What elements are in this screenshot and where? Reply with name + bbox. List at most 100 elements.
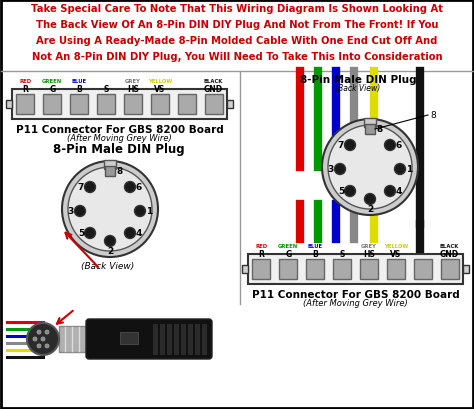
Circle shape xyxy=(135,206,146,217)
Text: YELLOW: YELLOW xyxy=(148,79,172,84)
Text: BLACK: BLACK xyxy=(440,243,459,248)
Text: R: R xyxy=(22,85,28,94)
Text: YELLOW: YELLOW xyxy=(384,243,408,248)
Bar xyxy=(188,324,192,354)
Bar xyxy=(105,166,115,177)
Text: 3: 3 xyxy=(328,165,334,174)
Circle shape xyxy=(84,182,95,193)
Text: GREY: GREY xyxy=(361,243,377,248)
Text: 6: 6 xyxy=(136,183,142,192)
Bar xyxy=(178,95,196,115)
Text: 7: 7 xyxy=(338,141,344,150)
Text: BLUE: BLUE xyxy=(308,243,323,248)
Bar xyxy=(124,95,142,115)
Text: P11 Connector For GBS 8200 Board: P11 Connector For GBS 8200 Board xyxy=(252,289,459,299)
Bar xyxy=(279,259,297,279)
Text: Are Using A Ready-Made 8-Pin Molded Cable With One End Cut Off And: Are Using A Ready-Made 8-Pin Molded Cabl… xyxy=(36,36,438,46)
Text: B: B xyxy=(312,249,318,258)
Text: 4: 4 xyxy=(396,187,402,196)
Circle shape xyxy=(37,330,41,334)
Bar xyxy=(174,324,178,354)
Bar xyxy=(160,324,164,354)
Text: GREEN: GREEN xyxy=(278,243,299,248)
Bar xyxy=(242,265,248,273)
Bar xyxy=(360,259,378,279)
Bar xyxy=(333,259,351,279)
Text: VS: VS xyxy=(154,85,165,94)
Bar xyxy=(364,119,376,128)
Circle shape xyxy=(27,323,59,355)
Bar xyxy=(365,125,375,135)
FancyBboxPatch shape xyxy=(86,319,212,359)
Circle shape xyxy=(33,337,37,341)
Text: 2: 2 xyxy=(367,205,373,214)
Text: 8-Pin Male DIN Plug: 8-Pin Male DIN Plug xyxy=(53,143,185,155)
Text: 5: 5 xyxy=(78,229,84,238)
Text: (After Moving Grey Wire): (After Moving Grey Wire) xyxy=(67,134,172,143)
Text: GND: GND xyxy=(204,85,223,94)
Text: 7: 7 xyxy=(78,183,84,192)
Text: HS: HS xyxy=(127,85,139,94)
Text: 1: 1 xyxy=(406,165,412,174)
Bar xyxy=(463,265,469,273)
Bar xyxy=(205,95,223,115)
Circle shape xyxy=(125,228,136,239)
Bar xyxy=(248,254,463,284)
Text: GND: GND xyxy=(440,249,459,258)
Bar xyxy=(306,259,324,279)
Circle shape xyxy=(384,140,395,151)
Text: P11 Connector For GBS 8200 Board: P11 Connector For GBS 8200 Board xyxy=(16,125,223,135)
Text: RED: RED xyxy=(19,79,31,84)
Bar xyxy=(17,95,35,115)
Bar xyxy=(104,161,116,170)
Circle shape xyxy=(394,164,405,175)
Text: VS: VS xyxy=(390,249,401,258)
Circle shape xyxy=(84,228,95,239)
Bar xyxy=(43,95,61,115)
Text: 3: 3 xyxy=(68,207,74,216)
Bar xyxy=(202,324,206,354)
Bar xyxy=(97,95,115,115)
Text: BLUE: BLUE xyxy=(72,79,87,84)
Text: HS: HS xyxy=(363,249,375,258)
Text: G: G xyxy=(49,85,55,94)
Circle shape xyxy=(74,206,85,217)
Circle shape xyxy=(62,162,158,257)
Text: (Back View): (Back View) xyxy=(82,261,135,270)
Circle shape xyxy=(45,344,49,348)
Circle shape xyxy=(68,168,152,252)
Text: G: G xyxy=(285,249,292,258)
Bar xyxy=(12,90,227,120)
Circle shape xyxy=(335,164,346,175)
Text: S: S xyxy=(103,85,109,94)
Text: The Back View Of An 8-Pin DIN DIY Plug And Not From The Front! If You: The Back View Of An 8-Pin DIN DIY Plug A… xyxy=(36,20,438,30)
Text: (After Moving Grey Wire): (After Moving Grey Wire) xyxy=(303,298,408,307)
Circle shape xyxy=(365,194,375,205)
Text: 8-Pin Male DIN Plug: 8-Pin Male DIN Plug xyxy=(300,75,416,85)
Bar xyxy=(151,95,169,115)
Circle shape xyxy=(345,186,356,197)
Bar xyxy=(6,101,12,109)
Text: S: S xyxy=(339,249,345,258)
Bar xyxy=(387,259,405,279)
Text: 2: 2 xyxy=(107,247,113,256)
Text: (Back View): (Back View) xyxy=(336,84,381,93)
Text: GREY: GREY xyxy=(125,79,141,84)
Circle shape xyxy=(322,120,418,216)
Bar xyxy=(167,324,171,354)
Text: B: B xyxy=(76,85,82,94)
Bar xyxy=(153,324,157,354)
Circle shape xyxy=(41,337,45,341)
Text: Not An 8-Pin DIN DIY Plug, You Will Need To Take This Into Consideration: Not An 8-Pin DIN DIY Plug, You Will Need… xyxy=(32,52,442,62)
Bar xyxy=(70,95,88,115)
Text: 8: 8 xyxy=(377,125,383,134)
Bar xyxy=(253,259,271,279)
Circle shape xyxy=(37,344,41,348)
Circle shape xyxy=(345,140,356,151)
Circle shape xyxy=(384,186,395,197)
Text: RED: RED xyxy=(255,243,267,248)
Bar xyxy=(59,326,89,352)
Text: Take Special Care To Note That This Wiring Diagram Is Shown Looking At: Take Special Care To Note That This Wiri… xyxy=(31,4,443,14)
Circle shape xyxy=(125,182,136,193)
Text: 8: 8 xyxy=(117,167,123,176)
